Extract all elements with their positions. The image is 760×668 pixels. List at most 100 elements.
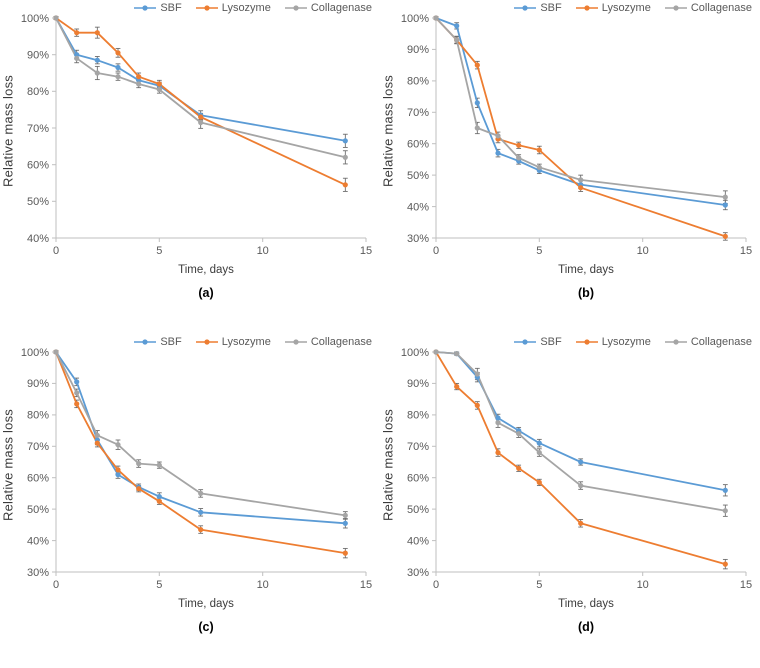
legend-item-sbf: SBF: [134, 2, 182, 14]
legend-item-lysozyme: Lysozyme: [195, 2, 271, 14]
legend-item-collagenase: Collagenase: [284, 336, 372, 348]
svg-text:40%: 40%: [27, 233, 49, 245]
x-axis-title: Time, days: [558, 598, 614, 610]
legend-line-marker-icon: [664, 339, 687, 345]
svg-text:80%: 80%: [407, 410, 429, 422]
chart-panel-d: Relative mass loss SBF Lysozyme Collagenas…: [380, 334, 760, 668]
panel-label-a: (a): [198, 286, 214, 300]
svg-text:50%: 50%: [407, 170, 429, 182]
panel-label-b: (b): [578, 286, 594, 300]
svg-text:0: 0: [53, 579, 59, 591]
legend-line-marker-icon: [575, 5, 598, 11]
legend-line-marker-icon: [575, 339, 598, 345]
svg-text:15: 15: [740, 579, 752, 591]
svg-text:10: 10: [637, 245, 649, 257]
svg-text:30%: 30%: [407, 567, 429, 579]
svg-text:40%: 40%: [407, 201, 429, 213]
panel-label-d: (d): [578, 620, 594, 634]
legend: SBF Lysozyme Collagenase: [514, 2, 752, 14]
svg-text:60%: 60%: [27, 473, 49, 485]
svg-text:70%: 70%: [407, 441, 429, 453]
svg-text:70%: 70%: [27, 441, 49, 453]
svg-text:30%: 30%: [27, 567, 49, 579]
legend-line-marker-icon: [195, 5, 218, 11]
legend-label: SBF: [160, 336, 182, 348]
legend-line-marker-icon: [284, 339, 307, 345]
legend-line-marker-icon: [195, 339, 218, 345]
svg-text:5: 5: [536, 245, 542, 257]
legend-item-lysozyme: Lysozyme: [195, 336, 271, 348]
chart-plot-c: 30% 40% 50% 60% 70% 80% 90% 100% 0 5 10 15: [21, 347, 372, 591]
legend-line-marker-icon: [664, 5, 687, 11]
svg-text:5: 5: [156, 579, 162, 591]
legend-item-sbf: SBF: [514, 2, 562, 14]
svg-text:40%: 40%: [27, 535, 49, 547]
svg-text:5: 5: [156, 245, 162, 257]
chart-plot-d: 30% 40% 50% 60% 70% 80% 90% 100% 0 5 10 15: [401, 347, 752, 591]
legend-label: Lysozyme: [221, 2, 271, 14]
legend-label: Collagenase: [690, 2, 752, 14]
legend-item-sbf: SBF: [514, 336, 562, 348]
legend-label: Collagenase: [310, 2, 372, 14]
legend-line-marker-icon: [514, 5, 537, 11]
svg-text:70%: 70%: [407, 107, 429, 119]
legend-label: Lysozyme: [221, 336, 271, 348]
svg-text:5: 5: [536, 579, 542, 591]
svg-text:50%: 50%: [27, 504, 49, 516]
svg-text:0: 0: [433, 245, 439, 257]
svg-text:70%: 70%: [27, 123, 49, 135]
svg-text:90%: 90%: [407, 378, 429, 390]
legend-line-marker-icon: [514, 339, 537, 345]
legend-line-marker-icon: [134, 339, 157, 345]
chart-plot-a: 40% 50% 60% 70% 80% 90% 100% 0 5 10 15: [21, 13, 372, 257]
svg-text:15: 15: [740, 245, 752, 257]
svg-text:100%: 100%: [401, 347, 429, 359]
svg-text:80%: 80%: [27, 86, 49, 98]
chart-plot-b: 30% 40% 50% 60% 70% 80% 90% 100% 0 5 10 15: [401, 13, 752, 257]
legend-label: Collagenase: [310, 336, 372, 348]
legend-label: Lysozyme: [601, 336, 651, 348]
svg-text:60%: 60%: [27, 160, 49, 172]
chart-panel-a: Relative mass loss SBF Lysozyme Collagenas…: [0, 0, 380, 334]
chart-panel-c: Relative mass loss SBF Lysozyme Collagenas…: [0, 334, 380, 668]
legend: SBF Lysozyme Collagenase: [134, 336, 372, 348]
legend: SBF Lysozyme Collagenase: [514, 336, 752, 348]
x-axis-title: Time, days: [178, 264, 234, 276]
svg-text:90%: 90%: [27, 50, 49, 62]
svg-text:50%: 50%: [407, 504, 429, 516]
legend-label: Lysozyme: [601, 2, 651, 14]
svg-text:50%: 50%: [27, 196, 49, 208]
svg-text:10: 10: [257, 579, 269, 591]
x-axis-title: Time, days: [558, 264, 614, 276]
svg-text:100%: 100%: [401, 13, 429, 25]
svg-text:60%: 60%: [407, 473, 429, 485]
legend-label: SBF: [160, 2, 182, 14]
legend: SBF Lysozyme Collagenase: [134, 2, 372, 14]
svg-text:10: 10: [637, 579, 649, 591]
legend-label: SBF: [540, 2, 562, 14]
svg-text:100%: 100%: [21, 347, 49, 359]
svg-text:10: 10: [257, 245, 269, 257]
legend-item-collagenase: Collagenase: [664, 336, 752, 348]
svg-text:0: 0: [433, 579, 439, 591]
panel-label-c: (c): [198, 620, 214, 634]
svg-text:90%: 90%: [27, 378, 49, 390]
legend-item-lysozyme: Lysozyme: [575, 336, 651, 348]
svg-text:90%: 90%: [407, 44, 429, 56]
chart-panel-b: Relative mass loss SBF Lysozyme Collagenas…: [380, 0, 760, 334]
svg-text:15: 15: [360, 579, 372, 591]
x-axis-title: Time, days: [178, 598, 234, 610]
svg-text:0: 0: [53, 245, 59, 257]
svg-text:60%: 60%: [407, 139, 429, 151]
legend-item-sbf: SBF: [134, 336, 182, 348]
svg-text:30%: 30%: [407, 233, 429, 245]
legend-line-marker-icon: [134, 5, 157, 11]
legend-item-collagenase: Collagenase: [284, 2, 372, 14]
legend-item-collagenase: Collagenase: [664, 2, 752, 14]
legend-label: Collagenase: [690, 336, 752, 348]
svg-text:40%: 40%: [407, 535, 429, 547]
legend-label: SBF: [540, 336, 562, 348]
svg-text:80%: 80%: [27, 410, 49, 422]
svg-text:100%: 100%: [21, 13, 49, 25]
